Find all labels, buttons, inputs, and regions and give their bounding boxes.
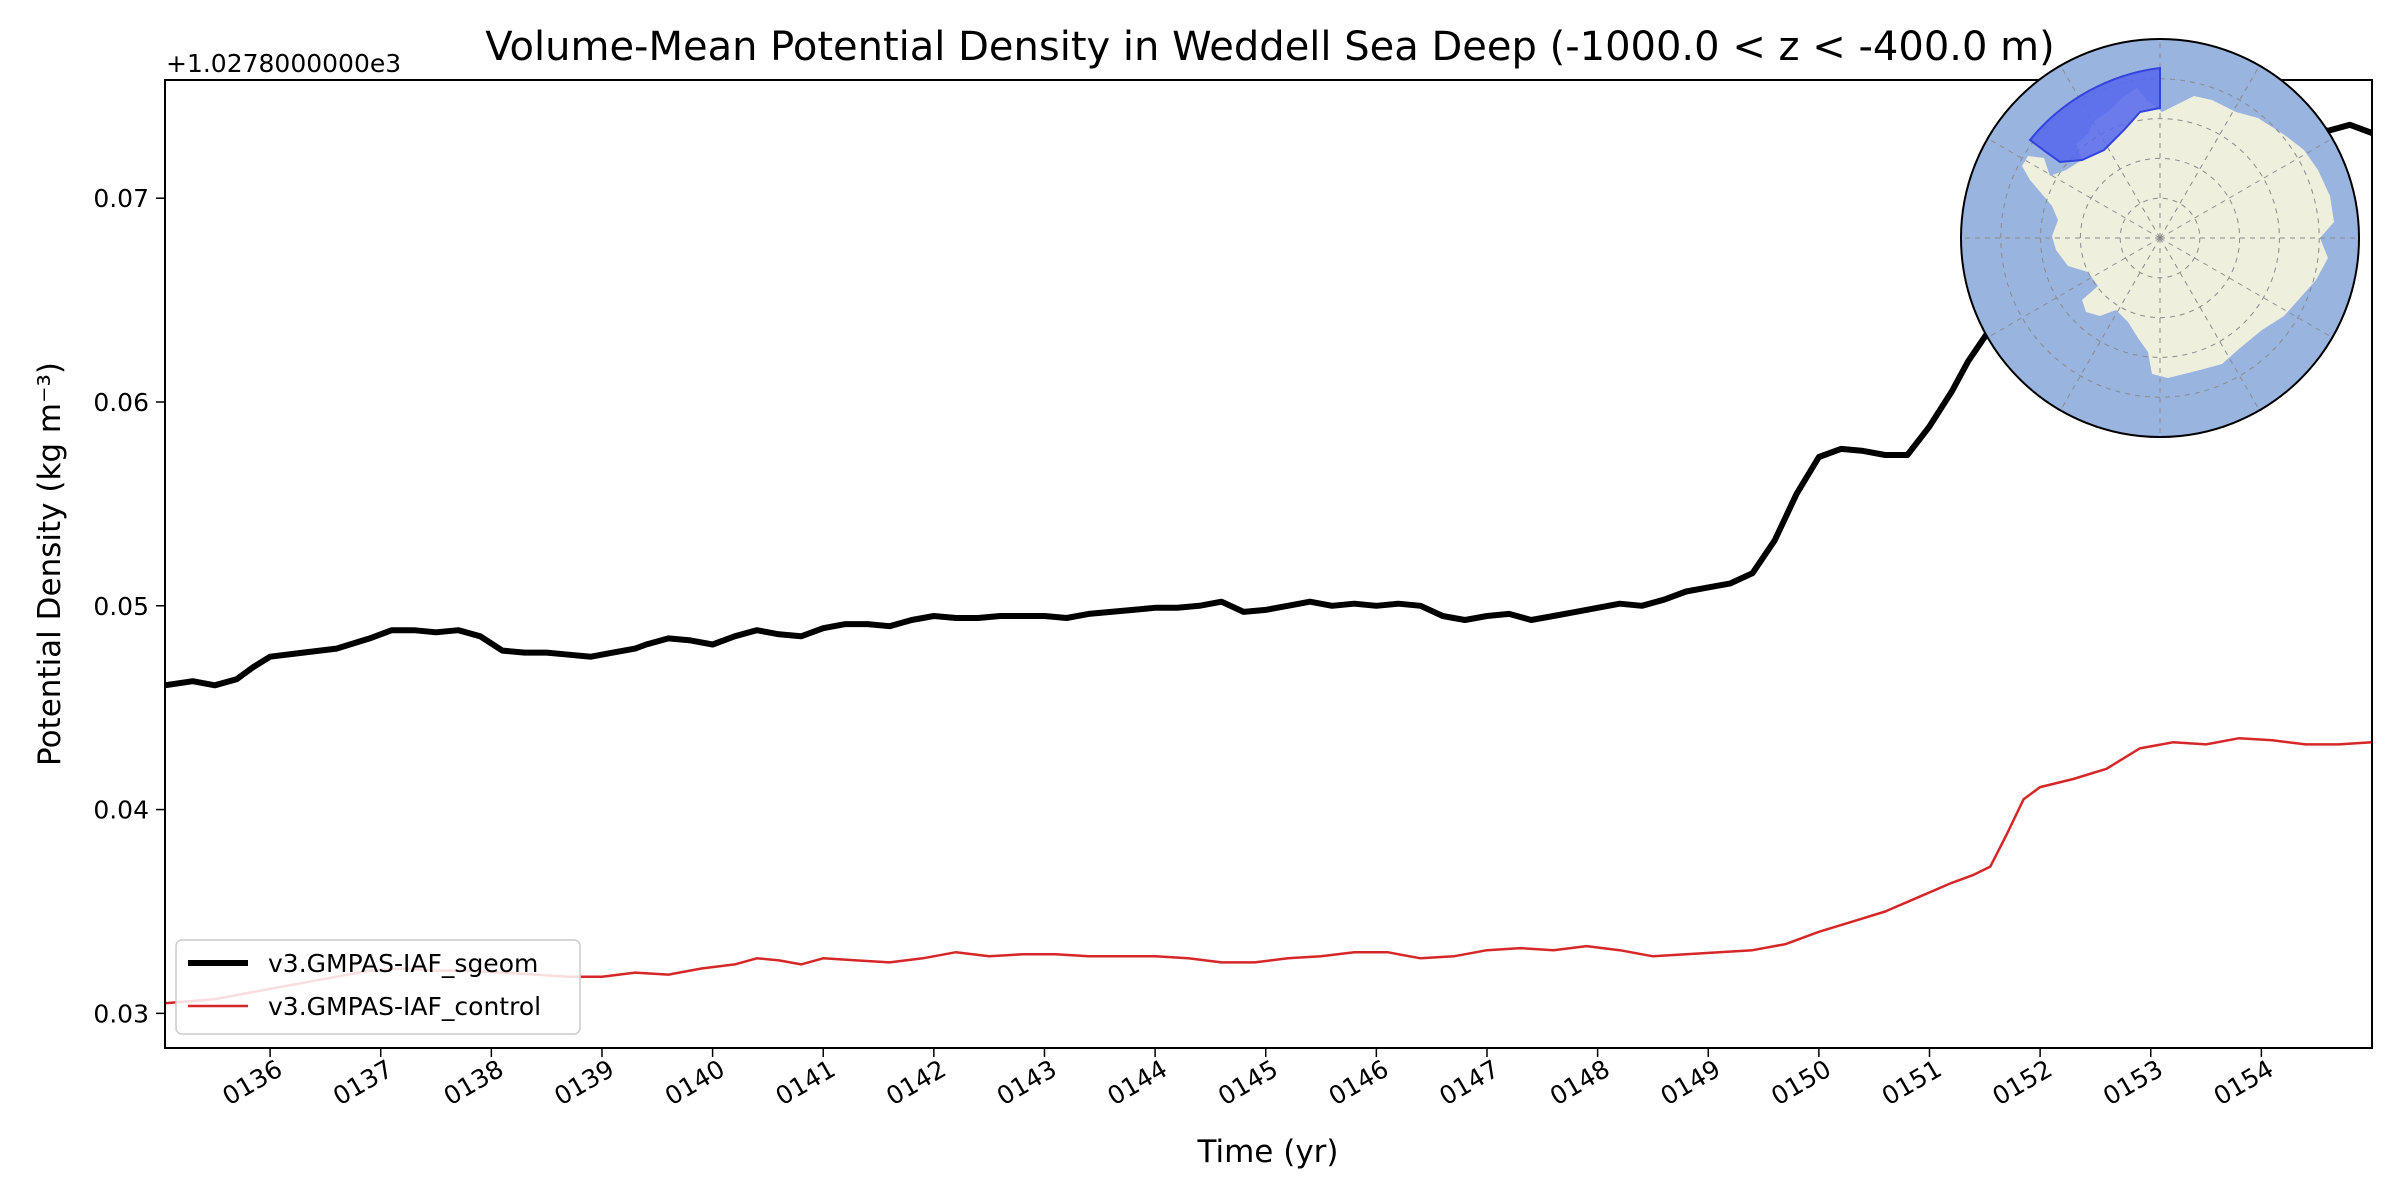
map-graticule — [1961, 39, 2359, 437]
y-axis-offset-label: +1.0278000000e3 — [166, 49, 401, 78]
y-axis: 0.03 0.04 0.05 0.06 0.07 — [93, 184, 165, 1028]
region-inset-map — [1960, 38, 2360, 438]
legend-label-control: v3.GMPAS-IAF_control — [268, 992, 541, 1021]
x-axis-label: Time (yr) — [1197, 1134, 1339, 1170]
y-axis-label: Potential Density (kg m⁻³) — [32, 362, 68, 766]
legend-box — [175, 939, 581, 1035]
y-tick-label: 0.06 — [93, 388, 149, 417]
chart-title: Volume-Mean Potential Density in Weddell… — [485, 24, 2054, 70]
weddell-sea-region — [2028, 66, 2161, 164]
y-tick-label: 0.05 — [93, 592, 149, 621]
y-tick-label: 0.04 — [93, 796, 149, 825]
legend-label-sgeom: v3.GMPAS-IAF_sgeom — [268, 949, 538, 978]
y-tick-label: 0.07 — [93, 184, 149, 213]
antarctica-landmass — [2022, 88, 2334, 378]
plot-frame — [164, 79, 2373, 1049]
y-tick-label: 0.03 — [93, 999, 149, 1028]
map-border — [1960, 38, 2360, 438]
legend: v3.GMPAS-IAF_sgeom v3.GMPAS-IAF_control — [175, 939, 581, 1035]
